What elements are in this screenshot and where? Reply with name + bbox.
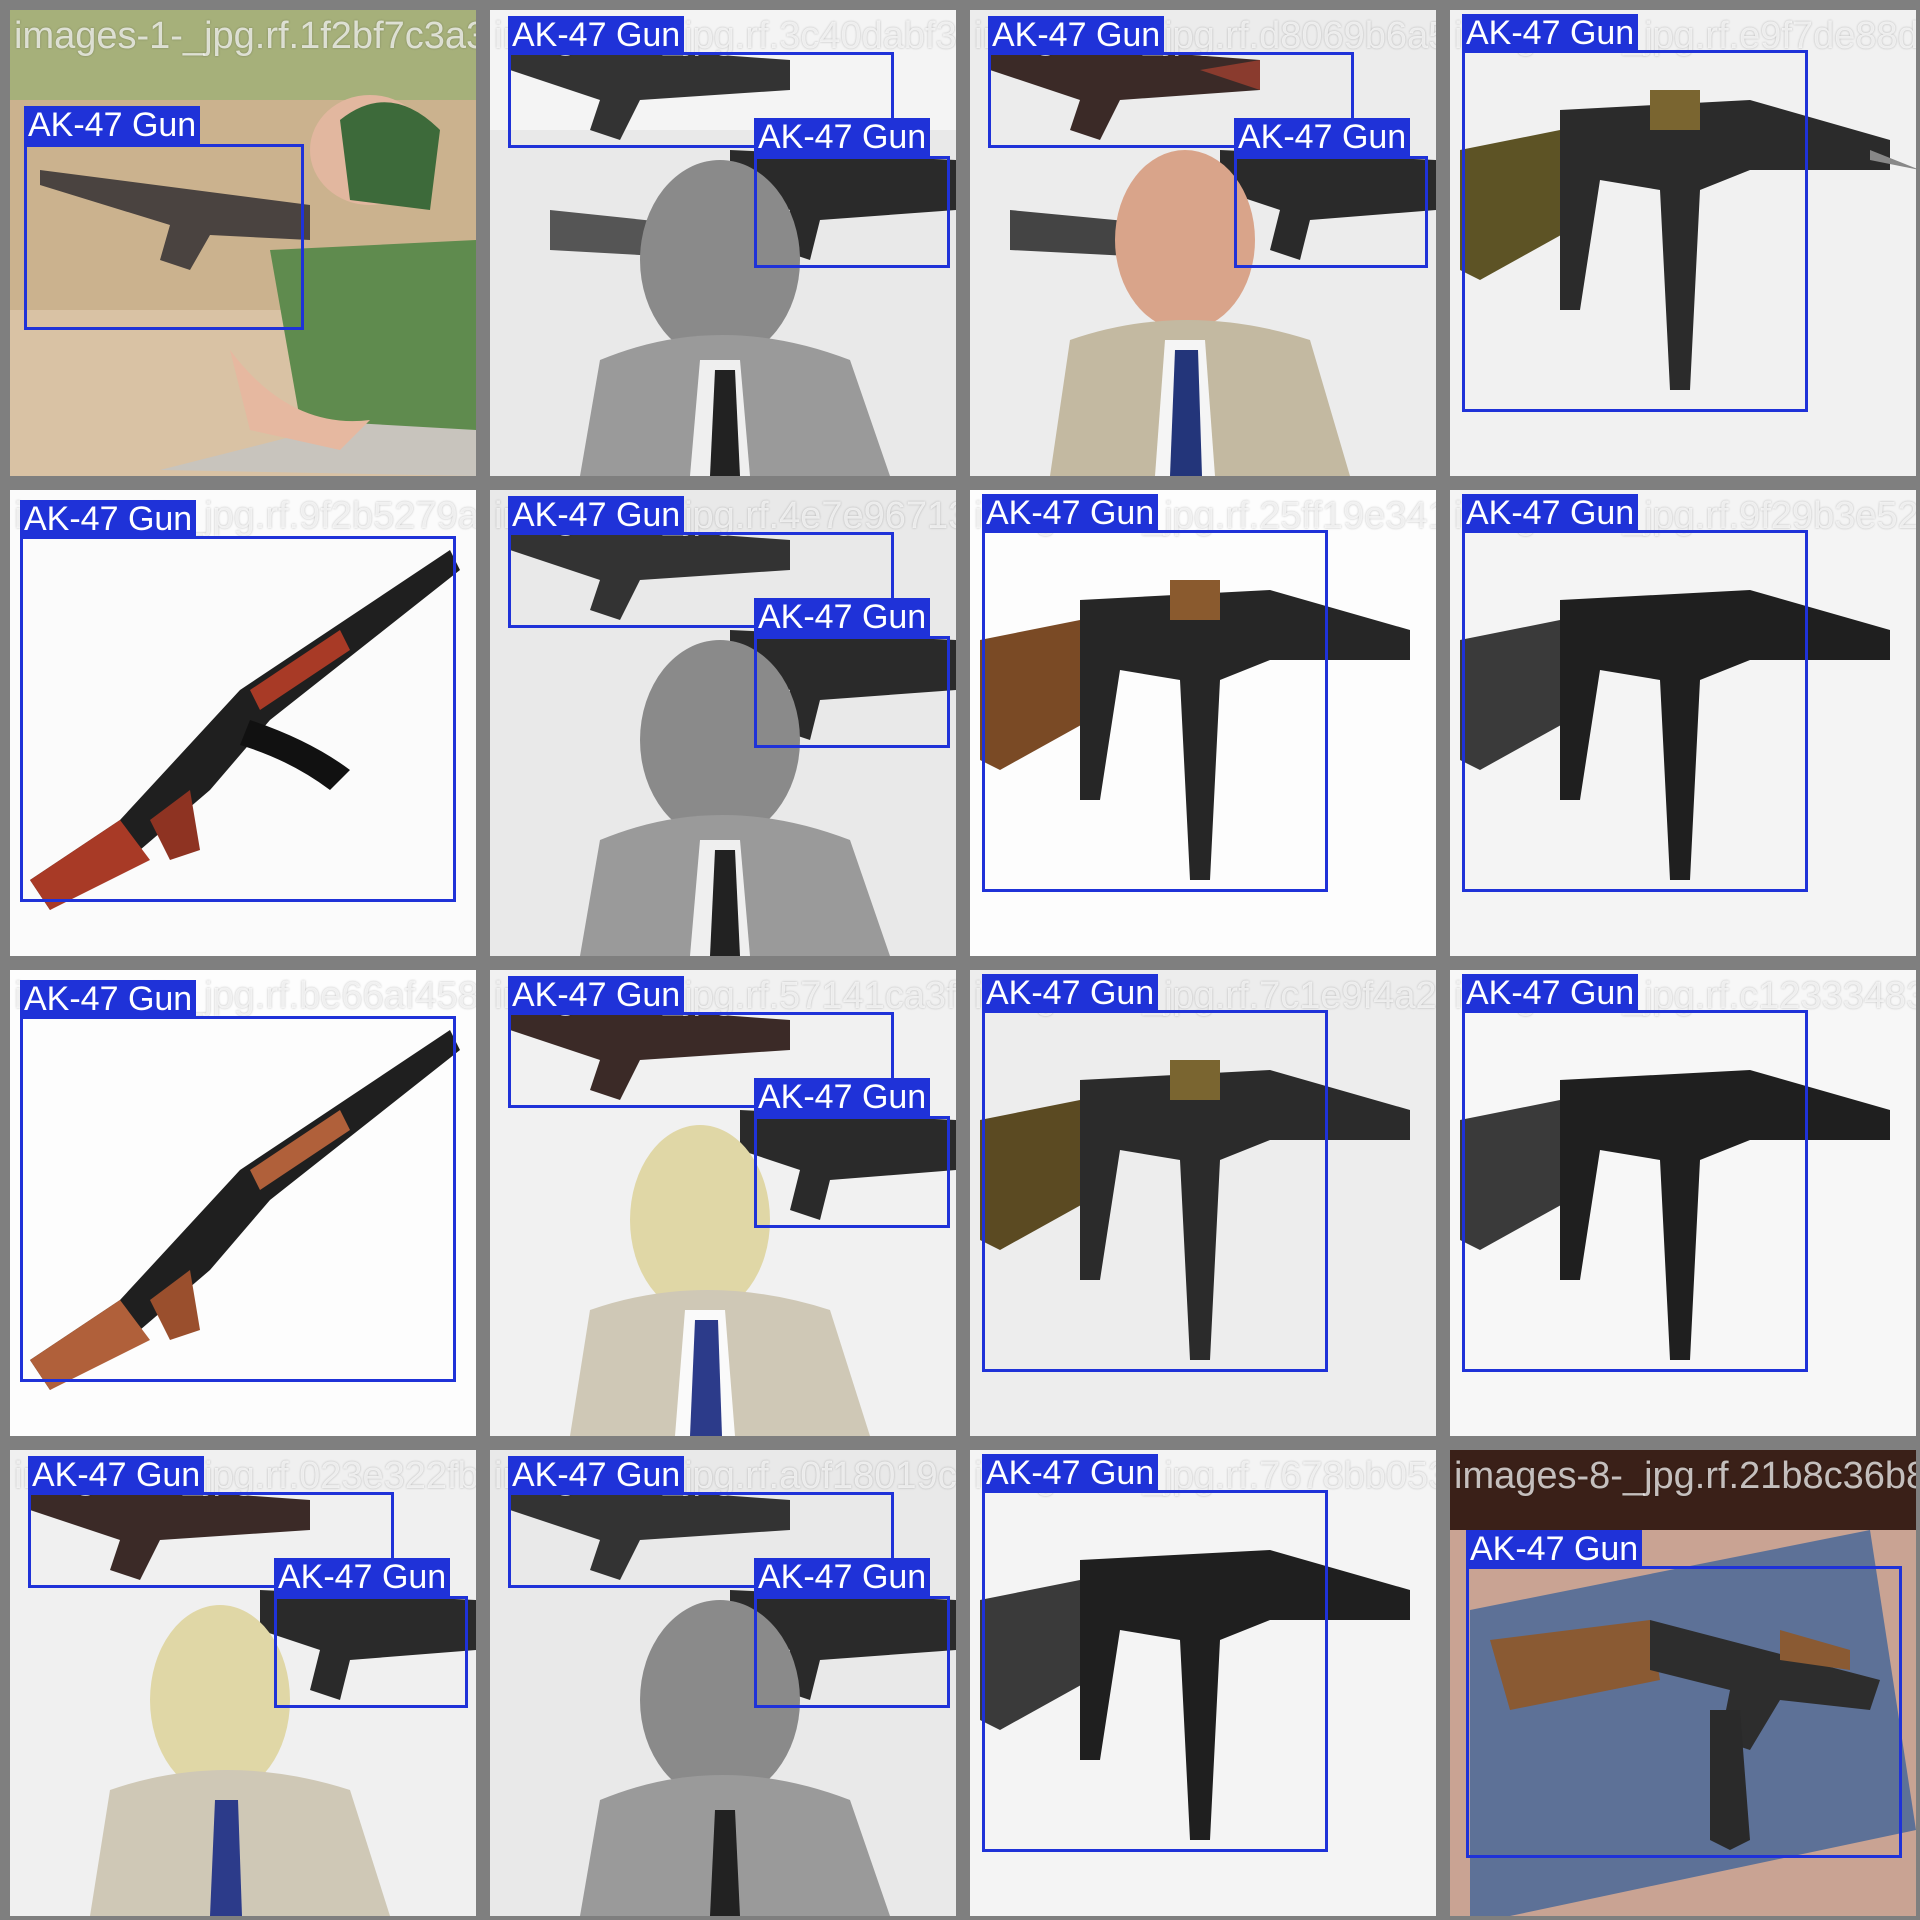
tile-image: [10, 490, 476, 956]
bounding-box: [24, 144, 304, 330]
image-tile: images-9-_jpg.rf.e9f7de88d39ec AK-47 Gun: [1450, 10, 1916, 476]
image-tile: images-8-_jpg.rf.21b8c36b82 AK-47 Gun: [1450, 1450, 1916, 1916]
bounding-box: [754, 636, 950, 748]
bounding-box: [508, 1492, 894, 1588]
image-tile: images-5-_jpg.rf.be66af458d AK-47 Gun: [10, 970, 476, 1436]
tile-image: [10, 970, 476, 1436]
image-tile: images-7-_jpg.rf.25ff19e341 AK-47 Gun: [970, 490, 1436, 956]
image-tile: images-1-_jpg.rf.1f2bf7c3a3e4 AK-47 Gun: [10, 10, 476, 476]
box-label: AK-47 Gun: [508, 1456, 685, 1494]
box-label: AK-47 Gun: [28, 1456, 205, 1494]
tile-image: [10, 10, 476, 476]
box-label: AK-47 Gun: [20, 980, 197, 1018]
tile-image: [1450, 10, 1916, 476]
box-label: AK-47 Gun: [508, 16, 685, 54]
bounding-box: [1466, 1566, 1902, 1858]
bounding-box: [754, 1596, 950, 1708]
bounding-box: [982, 1010, 1328, 1372]
box-label: AK-47 Gun: [20, 500, 197, 538]
box-label: AK-47 Gun: [754, 1078, 931, 1116]
bounding-box: [1462, 530, 1808, 892]
bounding-box: [988, 52, 1354, 148]
bounding-box: [1462, 50, 1808, 412]
image-tile: images-2-_jpg.rf.d8069b6a5 AK-47 Gun AK-…: [970, 10, 1436, 476]
tile-image: [970, 490, 1436, 956]
box-label: AK-47 Gun: [24, 106, 201, 144]
image-tile: images-3-_jpg.rf.3c40dabf39f AK-47 Gun A…: [490, 10, 956, 476]
bounding-box: [508, 52, 894, 148]
box-label: AK-47 Gun: [754, 1558, 931, 1596]
bounding-box: [1234, 156, 1428, 268]
image-tile: images-2-_jpg.rf.57141ca3f7 AK-47 Gun AK…: [490, 970, 956, 1436]
bounding-box: [274, 1596, 468, 1708]
tile-image: [10, 1450, 476, 1916]
bounding-box: [20, 1016, 456, 1382]
tile-image: [490, 490, 956, 956]
tile-image: [1450, 490, 1916, 956]
bounding-box: [982, 1490, 1328, 1852]
bounding-box: [508, 1012, 894, 1108]
tile-image: [490, 970, 956, 1436]
bounding-box: [28, 1492, 394, 1588]
box-label: AK-47 Gun: [508, 496, 685, 534]
bounding-box: [1462, 1010, 1808, 1372]
tile-image: [970, 1450, 1436, 1916]
bounding-box: [754, 1116, 950, 1228]
box-label: AK-47 Gun: [754, 118, 931, 156]
image-tile: images-8-_jpg.rf.c12333483 AK-47 Gun: [1450, 970, 1916, 1436]
box-label: AK-47 Gun: [274, 1558, 451, 1596]
bounding-box: [508, 532, 894, 628]
tile-image: [1450, 1450, 1916, 1916]
box-label: AK-47 Gun: [988, 16, 1165, 54]
image-tile: images-9-_jpg.rf.7c1e9f4a2 AK-47 Gun: [970, 970, 1436, 1436]
image-tile: images-8-_jpg.rf.7678bb053be AK-47 Gun: [970, 1450, 1436, 1916]
image-tile: images-6-_jpg.rf.023e322fbd AK-47 Gun AK…: [10, 1450, 476, 1916]
box-label: AK-47 Gun: [982, 494, 1159, 532]
bounding-box: [20, 536, 456, 902]
image-tile: images-8-_jpg.rf.9f29b3e52c AK-47 Gun: [1450, 490, 1916, 956]
box-label: AK-47 Gun: [1234, 118, 1411, 156]
image-tile: images-3-_jpg.rf.4e7e967130 AK-47 Gun AK…: [490, 490, 956, 956]
bounding-box: [982, 530, 1328, 892]
box-label: AK-47 Gun: [1462, 494, 1639, 532]
box-label: AK-47 Gun: [508, 976, 685, 1014]
bounding-box: [754, 156, 950, 268]
box-label: AK-47 Gun: [982, 1454, 1159, 1492]
tile-image: [490, 1450, 956, 1916]
box-label: AK-47 Gun: [754, 598, 931, 636]
box-label: AK-47 Gun: [1462, 974, 1639, 1012]
tile-image: [970, 10, 1436, 476]
box-label: AK-47 Gun: [982, 974, 1159, 1012]
box-label: AK-47 Gun: [1466, 1530, 1643, 1568]
tile-image: [970, 970, 1436, 1436]
image-tile: images-3-_jpg.rf.a0f18019c8 AK-47 Gun AK…: [490, 1450, 956, 1916]
image-tile: images-5-_jpg.rf.9f2b5279af9 AK-47 Gun: [10, 490, 476, 956]
box-label: AK-47 Gun: [1462, 14, 1639, 52]
tile-image: [1450, 970, 1916, 1436]
